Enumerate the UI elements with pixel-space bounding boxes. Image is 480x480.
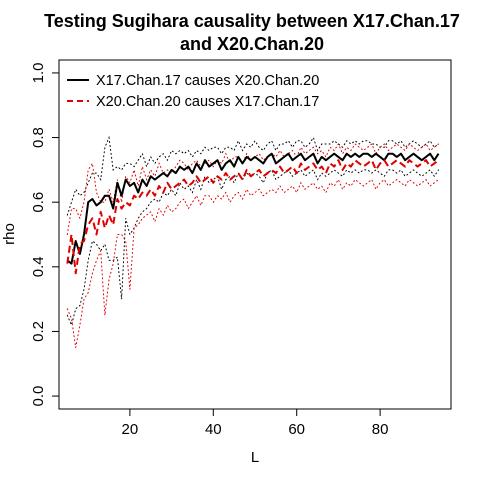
y-axis-label: rho — [1, 223, 18, 245]
legend-label-series-2: X20.Chan.20 causes X17.Chan.17 — [96, 94, 319, 110]
x-axis: 20 40 60 80 — [122, 409, 389, 438]
y-tick-label: 0.0 — [30, 386, 47, 407]
chart-title-line1: Testing Sugihara causality between X17.C… — [44, 11, 460, 31]
legend-label-series-1: X17.Chan.17 causes X20.Chan.20 — [96, 73, 319, 89]
y-tick-label: 0.4 — [30, 256, 47, 277]
series-1-upper-bound-line — [66, 135, 439, 216]
y-tick-label: 0.2 — [30, 321, 47, 342]
y-tick-label: 1.0 — [30, 62, 47, 83]
x-axis-label: L — [251, 449, 259, 466]
plot-frame — [58, 59, 452, 410]
x-tick-label: 80 — [372, 421, 389, 438]
y-tick-label: 0.6 — [30, 192, 47, 213]
x-tick-label: 60 — [288, 421, 305, 438]
series-2-upper-bound-line — [66, 142, 439, 235]
legend: X17.Chan.17 causes X20.Chan.20 X20.Chan.… — [67, 73, 319, 110]
series-layer — [66, 135, 440, 348]
x-tick-label: 40 — [205, 421, 222, 438]
series-1-mean-line — [66, 152, 440, 265]
series-2-mean-line — [66, 159, 440, 275]
y-axis: 0.0 0.2 0.4 0.6 0.8 1.0 — [30, 62, 59, 407]
series-2-lower-bound-line — [66, 178, 439, 348]
x-tick-label: 20 — [122, 421, 139, 438]
y-tick-label: 0.8 — [30, 127, 47, 148]
chart-title-line2: and X20.Chan.20 — [180, 34, 324, 54]
